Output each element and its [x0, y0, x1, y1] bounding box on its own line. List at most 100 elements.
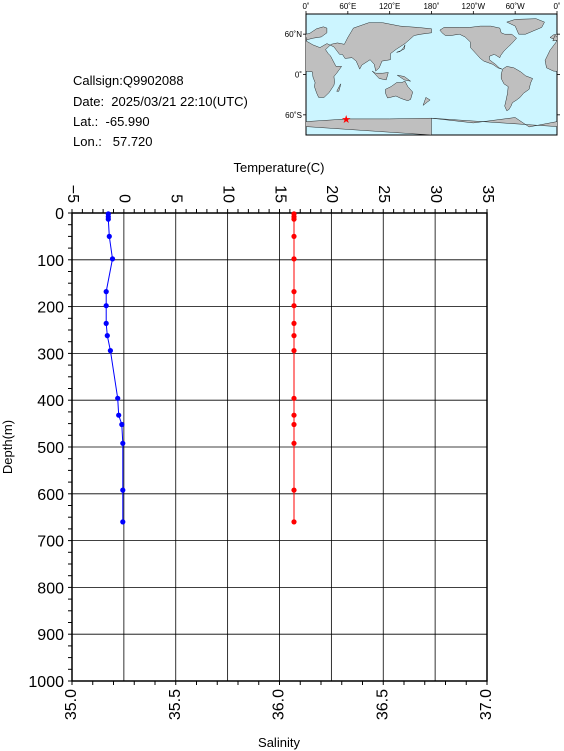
date-text: Date: 2025/03/21 22:10(UTC): [73, 94, 248, 109]
salinity-data-point: [291, 440, 297, 446]
temperature-data-point: [105, 216, 111, 222]
landmass-11: [306, 36, 307, 41]
landmass-12: [431, 117, 557, 128]
salinity-axis-label: Salinity: [258, 735, 300, 750]
landmass-10: [172, 97, 179, 105]
temperature-data-point: [109, 256, 116, 262]
temperature-data-point: [120, 519, 126, 525]
landmass-4: [135, 81, 162, 101]
map-land: [43, 18, 557, 135]
map-latitude-label: 60˚N: [285, 30, 303, 39]
temperature-data-point: [116, 412, 122, 418]
salinity-data-point: [291, 233, 297, 239]
temperature-tick-label: 5: [168, 194, 185, 203]
salinity-tick-label: 35.5: [167, 689, 184, 720]
map-latitude-label: 0˚: [295, 71, 302, 80]
temperature-tick-label: 0: [116, 194, 133, 203]
landmass-7: [121, 71, 137, 80]
plot-frame: [71, 212, 488, 682]
depth-tick-label: 0: [55, 206, 64, 223]
temperature-tick-label: 25: [375, 185, 392, 203]
landmass-0: [43, 23, 180, 98]
salinity-data-point: [291, 348, 297, 354]
temperature-data-point: [115, 395, 121, 401]
temperature-data-point: [120, 487, 126, 493]
map-longitude-label: 120˚E: [379, 2, 400, 11]
landmass-6: [336, 83, 342, 92]
map-longitude-label: 60˚E: [339, 2, 356, 11]
temperature-data-point: [119, 421, 125, 428]
salinity-data-point: [291, 216, 297, 222]
temperature-data-point: [103, 303, 109, 309]
landmass-9: [396, 44, 406, 53]
depth-tick-label: 500: [37, 440, 64, 457]
salinity-data-point: [291, 487, 297, 493]
landmass-4: [385, 80, 413, 101]
temperature-data-point: [120, 440, 126, 446]
landmass-6: [86, 84, 90, 91]
temperature-axis-label: Temperature(C): [233, 160, 324, 175]
salinity-tick-label: 35.0: [63, 689, 80, 720]
landmass-10: [422, 97, 431, 106]
landmass-2: [439, 25, 517, 70]
landmass-1: [306, 26, 328, 41]
depth-axis-label: Depth(m): [0, 420, 15, 474]
longitude-text: Lon.: 57.720: [73, 134, 153, 149]
depth-tick-label: 100: [37, 253, 64, 270]
map-longitude-label: 120˚W: [462, 2, 486, 11]
landmass-3: [250, 66, 281, 110]
salinity-data-point: [291, 395, 297, 401]
temperature-tick-label: 35: [479, 185, 496, 203]
salinity-data-point: [291, 320, 297, 326]
callsign-text: Callsign:Q9902088: [73, 73, 184, 88]
landmass-0: [306, 22, 432, 98]
salinity-tick-label: 36.0: [271, 689, 288, 720]
map-latitude-label: 60˚S: [285, 111, 302, 120]
temperature-tick-label: 20: [323, 185, 340, 203]
map-longitude-label: 0˚: [302, 2, 309, 11]
landmass-9: [146, 45, 154, 52]
map-longitude-label: 180˚: [423, 2, 439, 11]
salinity-data-point: [291, 412, 297, 418]
salinity-data-point: [291, 289, 297, 295]
map-longitude-label: 0˚: [553, 2, 560, 11]
landmass-0: [544, 40, 557, 72]
salinity-tick-label: 37.0: [478, 689, 495, 720]
landmass-2: [189, 26, 266, 69]
float-position-marker: ★: [341, 114, 351, 126]
temperature-data-point: [103, 320, 109, 326]
salinity-data-point: [291, 333, 297, 339]
latitude-text: Lat.: -65.990: [73, 114, 150, 129]
temperature-data-point: [103, 289, 109, 295]
landmass-5: [506, 18, 545, 35]
landmass-12: [306, 117, 432, 135]
salinity-data-point: [291, 519, 297, 525]
depth-tick-label: 800: [37, 580, 64, 597]
salinity-data-point: [291, 256, 297, 262]
temperature-tick-label: 15: [271, 185, 288, 203]
salinity-tick-label: 36.5: [374, 689, 391, 720]
depth-tick-label: 400: [37, 393, 64, 410]
depth-tick-label: 1000: [28, 674, 64, 691]
depth-tick-label: 600: [37, 487, 64, 504]
location-map: 0˚ 60˚E 120˚E 180˚ 120˚W 60˚W 0˚ 60˚N 0˚ 60˚S ★: [43, 2, 561, 136]
temperature-profile-line: [105, 213, 124, 522]
landmass-8: [397, 75, 411, 82]
depth-tick-label: 300: [37, 346, 64, 363]
salinity-data-point: [291, 303, 297, 309]
depth-tick-label: 700: [37, 534, 64, 551]
depth-tick-label: 900: [37, 627, 64, 644]
landmass-7: [372, 70, 389, 81]
map-longitude-label: 60˚W: [506, 2, 526, 11]
temperature-tick-label: −5: [64, 185, 81, 203]
temperature-data-point: [104, 333, 110, 339]
temperature-tick-label: 10: [219, 185, 236, 203]
landmass-8: [146, 75, 159, 81]
depth-tick-label: 200: [37, 300, 64, 317]
salinity-data-point: [291, 421, 297, 428]
temperature-data-point: [106, 233, 112, 239]
temperature-tick-label: 30: [427, 185, 444, 203]
landmass-11: [552, 35, 557, 42]
